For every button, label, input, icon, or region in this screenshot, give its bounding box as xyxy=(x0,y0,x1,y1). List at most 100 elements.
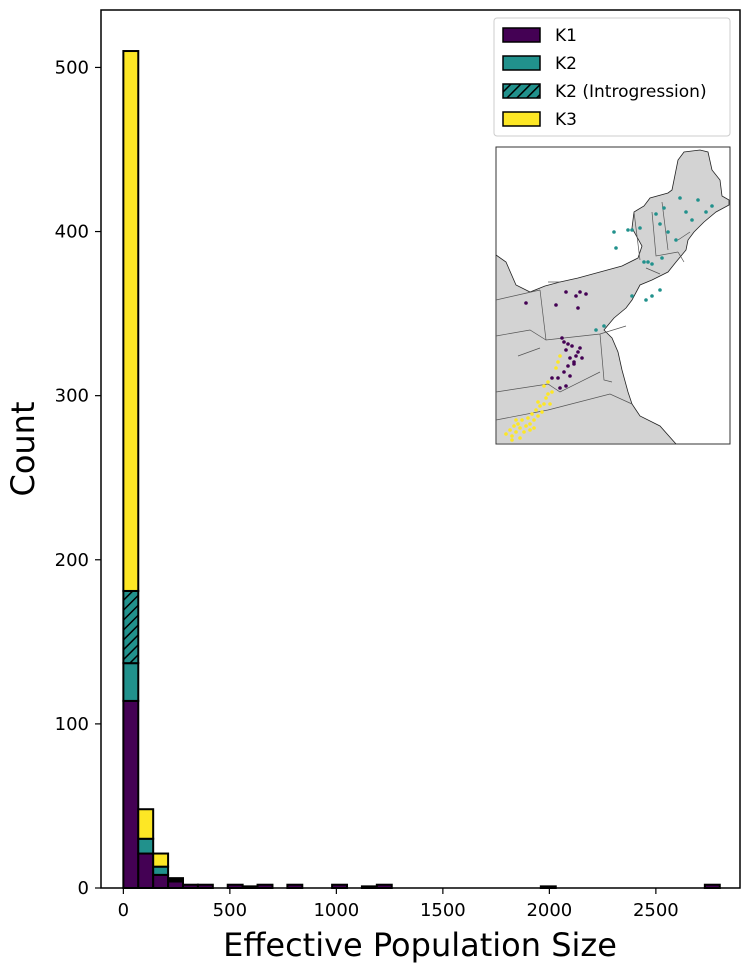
inset-sample-point xyxy=(558,354,562,358)
inset-sample-point xyxy=(674,238,678,242)
y-tick-label: 100 xyxy=(55,714,89,735)
bar-k3-bin-1 xyxy=(137,808,155,840)
inset-sample-point xyxy=(576,350,580,354)
inset-sample-point xyxy=(510,438,514,442)
inset-sample-point xyxy=(528,428,532,432)
x-tick-label: 1500 xyxy=(420,900,466,921)
inset-sample-point xyxy=(704,210,708,214)
bar-k2-introgression-bin-0 xyxy=(122,589,140,665)
x-tick-label: 2500 xyxy=(633,900,679,921)
inset-sample-point xyxy=(564,290,568,294)
inset-sample-point xyxy=(612,230,616,234)
inset-sample-point xyxy=(510,434,514,438)
inset-sample-point xyxy=(520,418,524,422)
legend-items: K1 K2 K2 (Introgression) K3 xyxy=(502,26,707,130)
legend-swatch xyxy=(502,55,541,71)
inset-sample-point xyxy=(684,210,688,214)
inset-sample-point xyxy=(660,256,664,260)
inset-sample-point xyxy=(696,198,700,202)
inset-sample-point xyxy=(650,262,654,266)
inset-sample-point xyxy=(594,328,598,332)
inset-sample-point xyxy=(530,412,534,416)
inset-sample-point xyxy=(550,376,554,380)
inset-sample-point xyxy=(522,430,526,434)
inset-sample-point xyxy=(678,196,682,200)
y-tick-label: 200 xyxy=(55,550,89,571)
inset-sample-point xyxy=(558,386,562,390)
inset-sample-point xyxy=(568,356,572,360)
inset-sample-point xyxy=(602,324,606,328)
legend-swatch xyxy=(502,83,541,99)
legend-label: K3 xyxy=(555,110,577,130)
inset-sample-point xyxy=(516,422,520,426)
legend-label: K2 (Introgression) xyxy=(555,82,707,102)
inset-sample-point xyxy=(638,226,642,230)
inset-sample-point xyxy=(550,390,554,394)
inset-sample-point xyxy=(650,294,654,298)
inset-sample-point xyxy=(566,364,570,368)
inset-sample-point xyxy=(654,212,658,216)
inset-sample-point xyxy=(546,392,550,396)
bar-k3-bin-2 xyxy=(152,852,170,868)
inset-sample-point xyxy=(578,346,582,350)
bar-k1-bin-0 xyxy=(122,699,140,890)
inset-sample-point xyxy=(546,380,550,384)
inset-sample-point xyxy=(578,290,582,294)
inset-sample-point xyxy=(524,301,528,305)
x-tick-label: 0 xyxy=(118,900,129,921)
inset-sample-point xyxy=(532,418,536,422)
y-tick-label: 0 xyxy=(78,878,89,899)
inset-sample-point xyxy=(566,342,570,346)
bar-k1-bin-2 xyxy=(152,873,170,890)
inset-sample-point xyxy=(536,400,540,404)
inset-sample-point xyxy=(690,218,694,222)
inset-sample-point xyxy=(542,402,546,406)
inset-sample-point xyxy=(662,206,666,210)
inset-sample-point xyxy=(666,230,670,234)
inset-sample-point xyxy=(518,426,522,430)
inset-sample-point xyxy=(574,294,578,298)
inset-sample-point xyxy=(532,426,536,430)
inset-sample-point xyxy=(576,306,580,310)
inset-sample-point xyxy=(564,348,568,352)
inset-sample-point xyxy=(562,340,566,344)
inset-sample-point xyxy=(504,432,508,436)
inset-sample-point xyxy=(528,422,532,426)
inset-sample-point xyxy=(644,298,648,302)
inset-map-land xyxy=(496,149,730,444)
inset-sample-point xyxy=(544,396,548,400)
inset-sample-point xyxy=(526,416,530,420)
plot-frame xyxy=(100,9,741,889)
inset-sample-point xyxy=(626,228,630,232)
bar-k2-bin-1 xyxy=(137,837,155,855)
inset-sample-point xyxy=(554,303,558,307)
inset-sample-point xyxy=(562,370,566,374)
inset-sample-point xyxy=(580,356,584,360)
inset-sample-point xyxy=(524,424,528,428)
inset-sample-point xyxy=(630,228,634,232)
inset-sample-point xyxy=(642,260,646,264)
inset-sample-point xyxy=(710,204,714,208)
inset-sample-point xyxy=(538,404,542,408)
bars-layer xyxy=(122,50,721,890)
inset-sample-point xyxy=(556,376,560,380)
inset-sample-point xyxy=(658,288,662,292)
inset-sample-point xyxy=(560,336,564,340)
y-axis-ticks: 0 100 200 300 400 500 xyxy=(55,57,101,899)
legend-label: K1 xyxy=(555,26,577,46)
y-tick-label: 400 xyxy=(55,222,89,243)
inset-sample-point xyxy=(658,222,662,226)
bar-k2-bin-2 xyxy=(152,865,170,876)
x-axis-label: Effective Population Size xyxy=(223,926,617,964)
y-tick-label: 300 xyxy=(55,386,89,407)
inset-sample-point xyxy=(536,414,540,418)
inset-sample-point xyxy=(646,260,650,264)
inset-sample-point xyxy=(548,402,552,406)
inset-sample-point xyxy=(630,294,634,298)
x-tick-label: 500 xyxy=(213,900,247,921)
bar-k3-bin-0 xyxy=(122,50,140,592)
x-tick-label: 2000 xyxy=(526,900,572,921)
legend: K1 K2 K2 (Introgression) K3 xyxy=(493,17,731,137)
inset-sample-point xyxy=(508,428,512,432)
